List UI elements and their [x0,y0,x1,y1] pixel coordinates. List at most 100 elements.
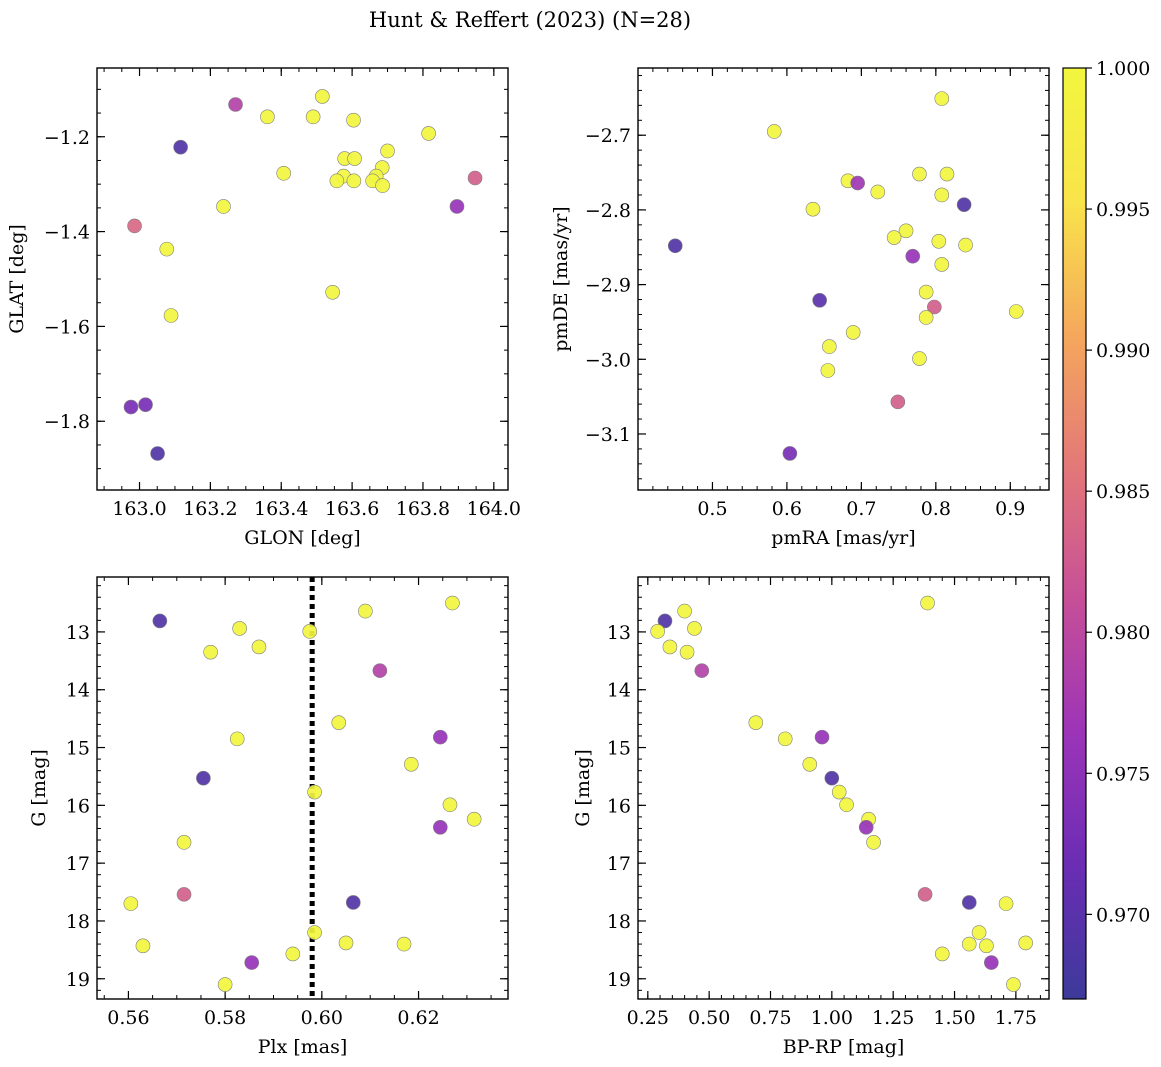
colorbar-tick-label: 0.985 [1096,481,1150,503]
scatter-point [905,248,921,264]
scatter-point [679,644,695,660]
scatter-points [667,91,1024,461]
y-tick-label: 13 [66,622,90,644]
scatter-point [307,784,322,800]
colorbar-tick-label: 0.995 [1096,199,1150,221]
colorbar-ticks: 0.970 0.975 0.980 0.985 0.990 0.995 1.000 [1086,58,1150,926]
scatter-point [217,977,233,992]
y-tick-label: −1.2 [44,127,90,149]
x-tick-label: 0.62 [397,1007,439,1029]
plot-frame [637,67,1050,491]
scatter-point [677,603,692,619]
scatter-point [961,936,977,952]
scatter-point [173,139,188,155]
scatter-point [912,351,927,366]
y-tick-label: −2.7 [585,125,631,147]
scatter-point [971,925,987,940]
y-tick-label: −1.6 [44,316,90,338]
scatter-point [998,896,1014,911]
scatter-point [866,835,881,850]
minor-ticks [637,68,1049,490]
scatter-point [845,325,861,340]
x-tick-label: 1.75 [995,1007,1037,1029]
y-axis-label: G [mag] [572,749,594,827]
scatter-point [918,284,934,300]
scatter-point [466,811,482,827]
panel-glon-glat: 163.0 163.2 163.4 163.6 163.8 164.0 −1.8 −1.6 −1… [6,67,521,549]
scatter-point [662,639,678,655]
minor-ticks [97,577,508,999]
x-tick-label: 164.0 [467,498,521,520]
scatter-point [667,238,683,254]
scatter-point [260,109,275,125]
scatter-point [347,151,362,166]
scatter-point [958,237,973,253]
colorbar-tick-label: 0.990 [1096,340,1150,362]
scatter-point [135,938,151,954]
scatter-point [831,784,847,800]
scatter-point [920,595,935,611]
scatter-point [449,199,465,214]
x-axis-label: Plx [mas] [258,1036,348,1058]
scatter-point [927,299,942,315]
scatter-points [123,595,482,992]
plot-frame [96,576,509,1000]
y-tick-label: 14 [607,680,631,702]
scatter-point [870,184,886,200]
x-tick-label: 0.9 [995,498,1025,520]
scatter-point [203,644,218,660]
y-tick-label: 19 [66,969,90,991]
scatter-point [812,292,827,308]
x-tick-label: 163.8 [396,498,450,520]
colorbar-tick-label: 1.000 [1096,58,1150,80]
scatter-point [824,770,840,786]
colorbar-tick-label: 0.970 [1096,904,1150,926]
x-tick-label: 0.75 [749,1007,791,1029]
y-tick-label: 19 [607,969,631,991]
scatter-point [152,613,168,629]
scatter-point [232,621,247,636]
y-axis-label: G [mag] [28,749,50,827]
scatter-point [445,595,460,611]
scatter-point [934,91,950,106]
x-tick-label: 1.50 [933,1007,975,1029]
x-tick-label: 0.6 [772,498,802,520]
scatter-point [127,218,142,234]
scatter-point [890,394,906,410]
scatter-point [898,223,914,239]
scatter-point [912,166,927,182]
plot-frame [96,67,509,491]
y-tick-label: 15 [607,738,631,760]
colorbar-tick-label: 0.975 [1096,763,1150,785]
panel-plx-g: 0.56 0.58 0.60 0.62 13 14 15 16 17 18 19 Plx [mas] G… [28,576,509,1058]
scatter-point [380,143,395,159]
scatter-point [1008,304,1024,319]
figure-title: Hunt & Reffert (2023) (N=28) [369,8,691,32]
y-tick-label: 14 [66,680,90,702]
scatter-point [939,166,955,182]
x-tick-label: 0.56 [107,1007,149,1029]
scatter-point [305,109,321,125]
x-tick-label: 163.6 [325,498,379,520]
scatter-point [176,835,192,850]
y-tick-label: −2.9 [585,275,631,297]
scatter-point [766,124,782,139]
scatter-point [934,946,950,962]
scatter-point [814,729,830,745]
colorbar-gradient [1062,67,1087,1000]
x-tick-label: 163.0 [112,498,166,520]
y-tick-label: 18 [607,911,631,933]
scatter-point [123,399,139,415]
y-tick-label: 18 [66,911,90,933]
scatter-point [138,397,153,412]
x-tick-label: 0.60 [301,1007,343,1029]
major-ticks: 163.0 163.2 163.4 163.6 163.8 164.0 −1.8 −1.6 −1… [44,68,521,520]
plot-frame [637,576,1050,1000]
scatter-point [984,955,999,970]
scatter-point [244,955,260,970]
scatter-point [346,173,362,189]
colorbar: 0.970 0.975 0.980 0.985 0.990 0.995 1.000 [1062,58,1150,1000]
y-tick-label: −3.1 [585,424,631,446]
scatter-point [338,935,354,951]
scatter-point [961,895,977,910]
